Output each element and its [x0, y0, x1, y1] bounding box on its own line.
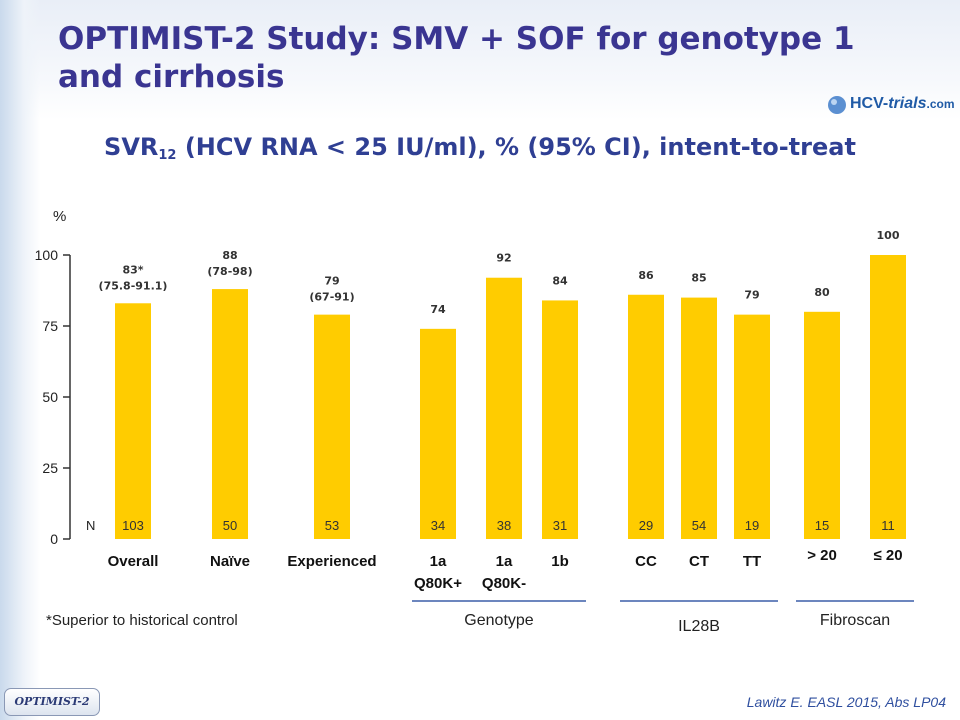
- bar: [628, 294, 664, 539]
- data-label: 100: [877, 229, 900, 242]
- ci-label: (78-98): [207, 265, 252, 278]
- data-label: 92: [496, 252, 511, 265]
- citation: Lawitz E. EASL 2015, Abs LP04: [746, 694, 946, 710]
- data-label: 84: [552, 274, 568, 287]
- y-tick-label: 75: [42, 318, 58, 334]
- n-value: 34: [431, 518, 445, 533]
- chart-title: SVR12 (HCV RNA < 25 IU/ml), % (95% CI), …: [104, 133, 856, 163]
- category-label: TT: [743, 553, 761, 570]
- category-label: ≤ 20: [873, 547, 902, 564]
- left-decor-stripe: [0, 0, 40, 720]
- n-value: 11: [881, 518, 895, 533]
- study-badge: OPTIMIST-2: [4, 688, 100, 716]
- data-label: 83*: [122, 263, 143, 276]
- category-label: 1b: [551, 553, 569, 570]
- bar: [486, 277, 522, 539]
- category-label: CC: [635, 553, 657, 570]
- bar: [420, 328, 456, 539]
- group-label: Fibroscan: [820, 612, 890, 629]
- n-value: 53: [325, 518, 339, 533]
- slide-title: OPTIMIST-2 Study: SMV + SOF for genotype…: [58, 21, 855, 95]
- bar: [870, 255, 906, 539]
- y-tick-label: 0: [50, 531, 58, 547]
- n-value: 31: [553, 518, 567, 533]
- n-value: 50: [223, 518, 237, 533]
- bar: [212, 289, 248, 539]
- category-label: CT: [689, 553, 709, 570]
- logo-text: HCV-trials.com: [850, 95, 955, 112]
- n-value: 103: [122, 518, 144, 533]
- category-label: Overall: [108, 553, 159, 570]
- category-label: > 20: [807, 547, 837, 564]
- bar: [115, 303, 151, 539]
- data-label: 79: [744, 289, 759, 302]
- n-value: 19: [745, 518, 759, 533]
- ci-label: (67-91): [309, 291, 354, 304]
- bar: [734, 314, 770, 539]
- group-label: Genotype: [464, 612, 533, 629]
- n-label: N: [86, 518, 95, 533]
- category-sublabel: Q80K+: [414, 575, 462, 592]
- data-label: 85: [691, 272, 706, 285]
- y-tick-label: 100: [35, 247, 59, 263]
- bar: [314, 314, 350, 539]
- category-label: 1a: [496, 553, 513, 570]
- group-label: IL28B: [678, 618, 720, 635]
- n-value: 54: [692, 518, 706, 533]
- hcv-trials-logo: HCV-trials.com: [826, 92, 956, 118]
- bar: [804, 311, 840, 539]
- ci-label: (75.8-91.1): [99, 279, 168, 292]
- y-tick-label: 50: [42, 389, 58, 405]
- data-label: 79: [324, 275, 339, 288]
- footnote: *Superior to historical control: [46, 612, 238, 629]
- data-label: 80: [814, 286, 830, 299]
- n-value: 38: [497, 518, 511, 533]
- y-tick-label: 25: [42, 460, 58, 476]
- data-label: 86: [638, 269, 654, 282]
- category-label: Experienced: [287, 553, 376, 570]
- n-value: 29: [639, 518, 653, 533]
- header-background: [0, 0, 960, 120]
- category-label: 1a: [430, 553, 447, 570]
- data-label: 88: [222, 249, 237, 262]
- globe-icon: [828, 96, 846, 114]
- n-value: 15: [815, 518, 829, 533]
- category-label: Naïve: [210, 553, 250, 570]
- y-axis-label: %: [53, 208, 66, 225]
- bar: [681, 297, 717, 539]
- bar: [542, 300, 578, 539]
- data-label: 74: [430, 303, 446, 316]
- category-sublabel: Q80K-: [482, 575, 526, 592]
